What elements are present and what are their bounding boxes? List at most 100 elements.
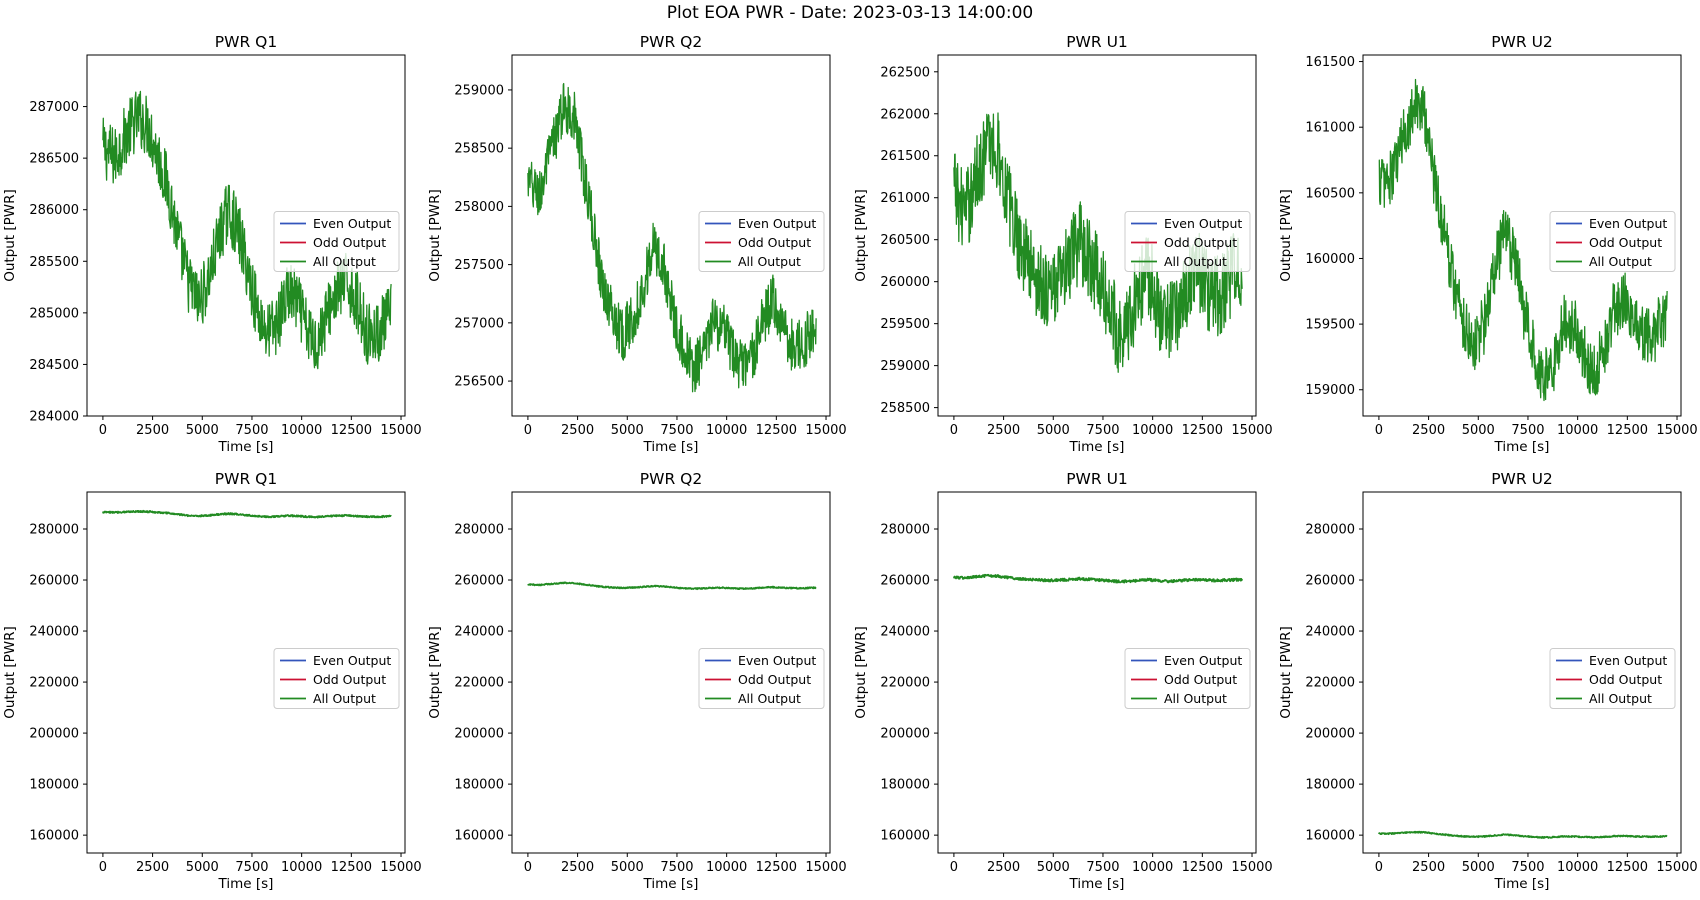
series-all-output [1378, 830, 1668, 839]
legend: Even Output Odd Output All Output [1124, 648, 1251, 709]
x-tick-label: 15000 [805, 423, 846, 438]
x-tick-label: 5000 [1037, 423, 1070, 438]
legend: Even Output Odd Output All Output [698, 648, 825, 709]
legend: Even Output Odd Output All Output [1549, 211, 1676, 272]
subplot-title: PWR U2 [1491, 33, 1553, 51]
legend-label-odd: Odd Output [1164, 235, 1237, 250]
x-tick-label: 0 [99, 423, 107, 438]
y-tick-label: 286500 [29, 152, 79, 167]
axes-frame [86, 491, 406, 854]
y-tick-label: 200000 [454, 727, 504, 742]
figure-title: Plot EOA PWR - Date: 2023-03-13 14:00:00 [667, 3, 1033, 23]
x-tick-label: 10000 [1557, 423, 1598, 438]
subplot-3: PWR U1 0 2500 5000 7500 10000 12500 15000 258500… [853, 33, 1273, 455]
x-tick-label: 0 [950, 423, 958, 438]
legend-label-odd: Odd Output [1164, 672, 1237, 687]
x-tick-label: 15000 [1231, 860, 1272, 875]
y-tick-label: 240000 [454, 625, 504, 640]
x-tick-label: 10000 [1132, 423, 1173, 438]
axes-frame [86, 54, 406, 417]
x-tick-label: 10000 [1557, 860, 1598, 875]
legend-box [1549, 648, 1676, 709]
subplot-8: PWR U2 0 2500 5000 7500 10000 12500 15000 160000… [1278, 470, 1698, 892]
y-tick-label: 262000 [880, 107, 930, 122]
legend-label-all: All Output [313, 691, 376, 706]
x-tick-label: 12500 [1182, 423, 1223, 438]
y-tick-label: 287000 [29, 100, 79, 115]
x-tick-label: 2500 [136, 860, 169, 875]
x-tick-label: 12500 [1182, 860, 1223, 875]
x-axis-label: Time [s] [643, 876, 699, 892]
legend-box [1124, 211, 1251, 272]
y-tick-label: 180000 [454, 778, 504, 793]
legend-label-all: All Output [738, 254, 801, 269]
legend-label-even: Even Output [1164, 216, 1242, 231]
x-tick-label: 12500 [1607, 423, 1648, 438]
y-tick-label: 160000 [1305, 829, 1355, 844]
y-tick-label: 240000 [1305, 625, 1355, 640]
series-all-output [102, 509, 392, 519]
series-all-output [1378, 78, 1668, 402]
legend-label-odd: Odd Output [313, 672, 386, 687]
x-tick-label: 2500 [987, 860, 1020, 875]
y-tick-label: 180000 [880, 778, 930, 793]
y-tick-label: 161500 [1305, 55, 1355, 70]
x-tick-label: 0 [1375, 423, 1383, 438]
legend-label-odd: Odd Output [738, 235, 811, 250]
axes-frame [1362, 54, 1682, 417]
legend-label-even: Even Output [1589, 653, 1667, 668]
x-tick-label: 7500 [660, 860, 693, 875]
y-tick-label: 259000 [454, 83, 504, 98]
x-tick-label: 15000 [1231, 423, 1272, 438]
subplot-title: PWR U1 [1066, 470, 1128, 488]
y-axis-label: Output [PWR] [427, 189, 443, 282]
legend: Even Output Odd Output All Output [1124, 211, 1251, 272]
legend-label-odd: Odd Output [1589, 672, 1662, 687]
legend: Even Output Odd Output All Output [273, 211, 400, 272]
y-tick-label: 200000 [1305, 727, 1355, 742]
x-tick-label: 2500 [987, 423, 1020, 438]
series-all-output [527, 581, 817, 591]
y-axis-label: Output [PWR] [853, 626, 869, 719]
legend-label-all: All Output [1589, 254, 1652, 269]
x-tick-label: 7500 [1511, 860, 1544, 875]
x-tick-label: 10000 [281, 860, 322, 875]
y-tick-label: 220000 [29, 676, 79, 691]
legend-label-even: Even Output [313, 653, 391, 668]
subplot-1: PWR Q1 0 2500 5000 7500 10000 12500 15000 284000… [2, 33, 422, 455]
legend-label-even: Even Output [738, 653, 816, 668]
subplot-4: PWR U2 0 2500 5000 7500 10000 12500 15000 159000… [1278, 33, 1698, 455]
y-axis-label: Output [PWR] [427, 626, 443, 719]
x-tick-label: 7500 [1086, 423, 1119, 438]
axes-frame [511, 54, 831, 417]
legend-label-all: All Output [1164, 254, 1227, 269]
x-tick-label: 15000 [1656, 860, 1697, 875]
y-tick-label: 259000 [880, 359, 930, 374]
series-all-output [953, 573, 1243, 584]
legend-label-all: All Output [1589, 691, 1652, 706]
y-tick-label: 220000 [880, 676, 930, 691]
y-tick-label: 220000 [454, 676, 504, 691]
y-tick-label: 160000 [29, 829, 79, 844]
y-tick-label: 260000 [454, 574, 504, 589]
y-tick-label: 200000 [880, 727, 930, 742]
y-tick-label: 260500 [880, 233, 930, 248]
legend-label-all: All Output [738, 691, 801, 706]
y-tick-label: 262500 [880, 65, 930, 80]
subplot-7: PWR U1 0 2500 5000 7500 10000 12500 15000 160000… [853, 470, 1273, 892]
legend-label-even: Even Output [1589, 216, 1667, 231]
legend-label-odd: Odd Output [738, 672, 811, 687]
x-tick-label: 0 [950, 860, 958, 875]
subplot-title: PWR Q1 [215, 470, 277, 488]
y-tick-label: 260000 [880, 275, 930, 290]
legend-label-odd: Odd Output [313, 235, 386, 250]
subplot-2: PWR Q2 0 2500 5000 7500 10000 12500 15000 256500… [427, 33, 847, 455]
subplot-title: PWR Q2 [640, 470, 702, 488]
legend-box [273, 211, 400, 272]
y-tick-label: 280000 [29, 522, 79, 537]
y-tick-label: 180000 [29, 778, 79, 793]
x-tick-label: 0 [1375, 860, 1383, 875]
x-tick-label: 2500 [136, 423, 169, 438]
y-tick-label: 285000 [29, 306, 79, 321]
